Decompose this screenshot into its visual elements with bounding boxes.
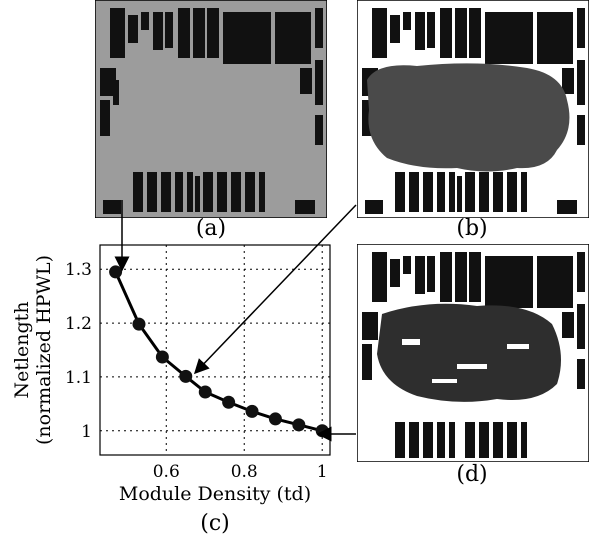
x-tick-label: 1 bbox=[317, 462, 328, 482]
layout-image-d bbox=[357, 244, 589, 462]
layout-panel-a bbox=[95, 0, 327, 218]
panel-label-b: (b) bbox=[456, 216, 488, 241]
data-point bbox=[245, 404, 259, 418]
arrow-b-to-point bbox=[193, 204, 357, 375]
panel-label-d: (d) bbox=[456, 462, 488, 487]
layout-image-b bbox=[357, 0, 589, 218]
chart-ticks: 0.6 0.8 1 1 1.1 1.2 1.3 bbox=[65, 260, 328, 482]
y-tick-label: 1.1 bbox=[65, 368, 92, 388]
layout-panel-d bbox=[357, 244, 589, 462]
series-points bbox=[109, 265, 329, 438]
layout-image-a bbox=[95, 0, 327, 218]
x-tick-label: 0.6 bbox=[153, 462, 180, 482]
panel-label-c: (c) bbox=[200, 511, 230, 536]
data-point bbox=[292, 418, 306, 432]
series-line bbox=[114, 271, 323, 433]
layout-panel-b bbox=[357, 0, 589, 218]
chart-grid bbox=[100, 245, 330, 455]
y-tick-label: 1 bbox=[81, 422, 92, 442]
y-axis-label-line1: Netlength bbox=[11, 301, 33, 398]
data-point bbox=[198, 385, 212, 399]
panel-label-a: (a) bbox=[195, 216, 227, 241]
data-point bbox=[132, 317, 146, 331]
x-tick-label: 0.8 bbox=[231, 462, 258, 482]
x-axis-label: Module Density (td) bbox=[119, 483, 311, 505]
data-point bbox=[315, 424, 329, 438]
data-point bbox=[268, 412, 282, 426]
data-point bbox=[179, 369, 193, 383]
data-point bbox=[109, 265, 123, 279]
data-point bbox=[155, 350, 169, 364]
data-point bbox=[222, 395, 236, 409]
y-axis-label-line2: (normalized HPWL) bbox=[33, 255, 55, 445]
plot-frame bbox=[99, 244, 331, 456]
y-tick-label: 1.3 bbox=[65, 260, 92, 280]
y-tick-label: 1.2 bbox=[65, 314, 92, 334]
